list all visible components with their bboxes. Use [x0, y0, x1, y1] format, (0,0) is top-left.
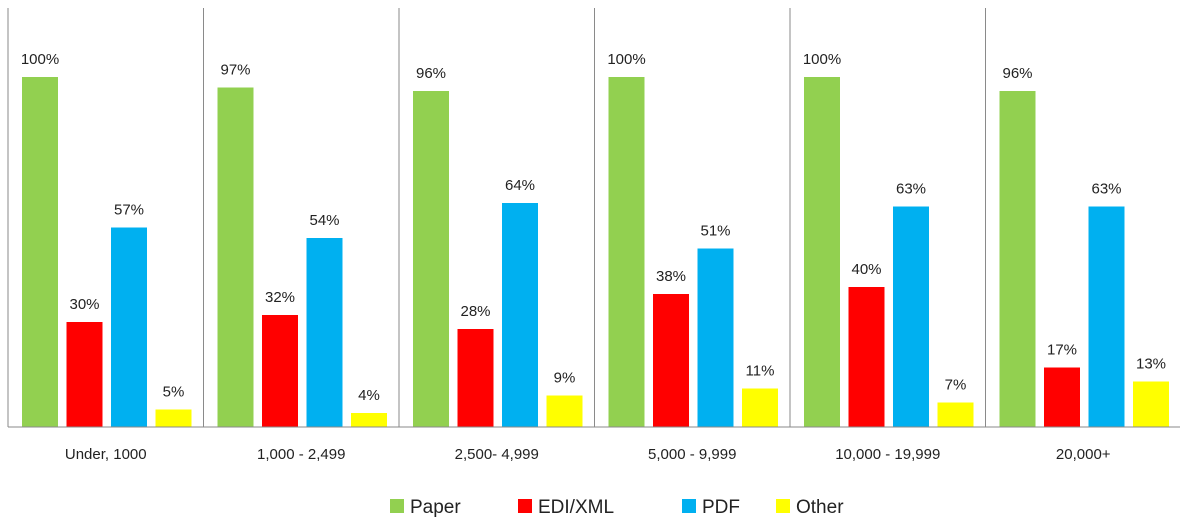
bar-paper-10-000-19-999: [804, 77, 840, 427]
category-labels-layer: Under, 1000 1,000 - 2,499 2,500- 4,999 5,00…: [65, 446, 1111, 463]
bar-pdf-2-500-4-999: [502, 203, 538, 427]
bar-other-10-000-19-999: [937, 402, 974, 427]
legend-swatch-other: [776, 499, 790, 513]
legend-swatch-paper: [390, 499, 404, 513]
data-label-paper-2-500-4-999: 96%: [416, 65, 446, 82]
category-label-under-1000: Under, 1000: [65, 446, 147, 463]
bar-edi-xml-under-1000: [66, 322, 103, 427]
data-label-pdf-2-500-4-999: 64%: [505, 177, 535, 194]
legend-swatch-pdf: [682, 499, 696, 513]
category-label-10-000-19-999: 10,000 - 19,999: [835, 446, 940, 463]
data-label-pdf-10-000-19-999: 63%: [896, 181, 926, 198]
bar-other-5-000-9-999: [742, 388, 778, 427]
data-label-other-1-000-2-499: 4%: [358, 387, 380, 404]
data-label-pdf-1-000-2-499: 54%: [309, 212, 339, 229]
bar-edi-xml-1-000-2-499: [262, 315, 298, 427]
bar-pdf-1-000-2-499: [306, 238, 343, 427]
bar-paper-1-000-2-499: [217, 87, 254, 427]
bar-pdf-5-000-9-999: [697, 248, 734, 427]
data-label-other-under-1000: 5%: [163, 384, 185, 401]
data-labels-layer: 100% 30% 57% 5% 97% 32% 54% 4% 96% 28% 64% 9% 100% 38…: [21, 51, 1166, 404]
legend-label-edi-xml: EDI/XML: [538, 497, 614, 518]
legend-label-paper: Paper: [410, 497, 461, 518]
bar-edi-xml-20-000: [1044, 367, 1080, 427]
data-label-edi-xml-1-000-2-499: 32%: [265, 289, 295, 306]
data-label-pdf-20-000: 63%: [1091, 181, 1121, 198]
category-label-2-500-4-999: 2,500- 4,999: [455, 446, 539, 463]
bar-edi-xml-2-500-4-999: [457, 329, 494, 427]
bar-pdf-under-1000: [111, 227, 147, 427]
data-label-edi-xml-2-500-4-999: 28%: [460, 303, 490, 320]
bar-paper-under-1000: [22, 77, 58, 427]
bar-paper-2-500-4-999: [413, 91, 449, 427]
bar-paper-20-000: [999, 91, 1036, 427]
category-label-5-000-9-999: 5,000 - 9,999: [648, 446, 736, 463]
data-label-other-10-000-19-999: 7%: [945, 377, 967, 394]
data-label-pdf-5-000-9-999: 51%: [700, 223, 730, 240]
legend-swatch-edi-xml: [518, 499, 532, 513]
bar-other-1-000-2-499: [351, 413, 387, 427]
data-label-edi-xml-20-000: 17%: [1047, 342, 1077, 359]
bar-other-20-000: [1133, 381, 1169, 427]
legend: Paper EDI/XML PDF Other: [390, 497, 844, 518]
bar-pdf-10-000-19-999: [893, 206, 929, 427]
data-label-paper-10-000-19-999: 100%: [803, 51, 841, 68]
data-label-paper-5-000-9-999: 100%: [607, 51, 645, 68]
bar-edi-xml-5-000-9-999: [653, 294, 689, 427]
category-label-1-000-2-499: 1,000 - 2,499: [257, 446, 345, 463]
data-label-pdf-under-1000: 57%: [114, 202, 144, 219]
data-label-edi-xml-under-1000: 30%: [69, 296, 99, 313]
data-label-paper-20-000: 96%: [1002, 65, 1032, 82]
legend-label-other: Other: [796, 497, 844, 518]
data-label-other-2-500-4-999: 9%: [554, 370, 576, 387]
category-label-20-000: 20,000+: [1056, 446, 1111, 463]
bar-edi-xml-10-000-19-999: [848, 287, 885, 427]
data-label-paper-under-1000: 100%: [21, 51, 59, 68]
data-label-other-5-000-9-999: 11%: [746, 363, 775, 380]
legend-label-pdf: PDF: [702, 497, 740, 518]
bar-pdf-20-000: [1088, 206, 1125, 427]
bars-layer: [22, 77, 1169, 427]
bar-other-2-500-4-999: [546, 395, 583, 427]
data-label-edi-xml-5-000-9-999: 38%: [656, 268, 686, 285]
data-label-paper-1-000-2-499: 97%: [220, 62, 250, 79]
bar-other-under-1000: [155, 409, 192, 427]
data-label-other-20-000: 13%: [1136, 356, 1166, 373]
bar-paper-5-000-9-999: [608, 77, 645, 427]
data-label-edi-xml-10-000-19-999: 40%: [851, 261, 881, 278]
axis-layer: [7, 8, 1180, 428]
